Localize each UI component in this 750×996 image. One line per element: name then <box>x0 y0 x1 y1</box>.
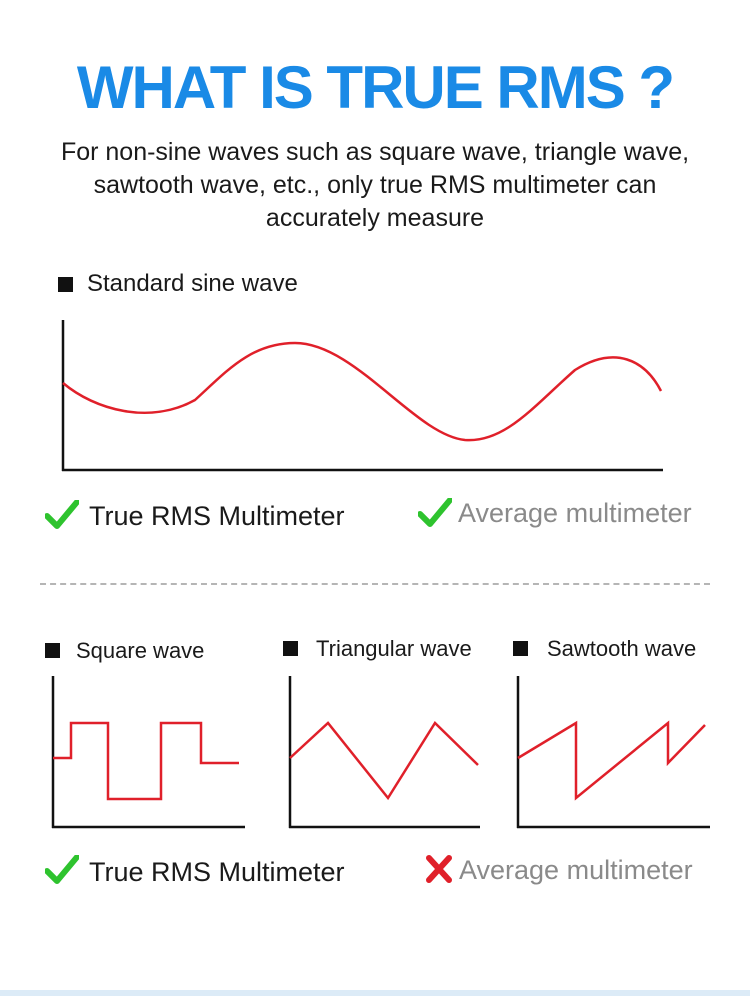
bullet-square-icon <box>283 641 298 656</box>
page-subtitle: For non-sine waves such as square wave, … <box>60 138 690 232</box>
bullet-square-icon <box>45 643 60 658</box>
nonsine-average-label: Average multimeter <box>459 855 693 885</box>
bullet-square-icon <box>58 277 73 292</box>
sine-wave-curve <box>62 341 663 442</box>
check-icon <box>45 500 79 529</box>
square-wave-line <box>53 721 239 801</box>
page-title: WHAT IS TRUE RMS ? <box>76 54 675 121</box>
sine-wave-chart <box>61 320 663 472</box>
bottom-strip <box>0 990 750 996</box>
sine-average-label: Average multimeter <box>458 498 692 528</box>
triangle-wave-line <box>289 721 479 801</box>
cross-icon <box>426 855 452 883</box>
square-wave-label: Square wave <box>76 638 205 663</box>
square-wave-chart <box>51 676 245 829</box>
section-divider <box>40 583 710 585</box>
triangular-wave-label: Triangular wave <box>316 636 472 661</box>
check-icon <box>45 855 79 884</box>
sine-true-rms-label: True RMS Multimeter <box>89 501 345 531</box>
sawtooth-wave-chart <box>516 676 710 829</box>
triangle-wave-chart <box>288 676 480 829</box>
sawtooth-wave-label: Sawtooth wave <box>547 636 697 661</box>
check-icon <box>418 498 452 527</box>
nonsine-true-rms-label: True RMS Multimeter <box>89 857 345 887</box>
sine-wave-label: Standard sine wave <box>87 270 298 297</box>
sawtooth-wave-line <box>517 720 706 801</box>
bullet-square-icon <box>513 641 528 656</box>
